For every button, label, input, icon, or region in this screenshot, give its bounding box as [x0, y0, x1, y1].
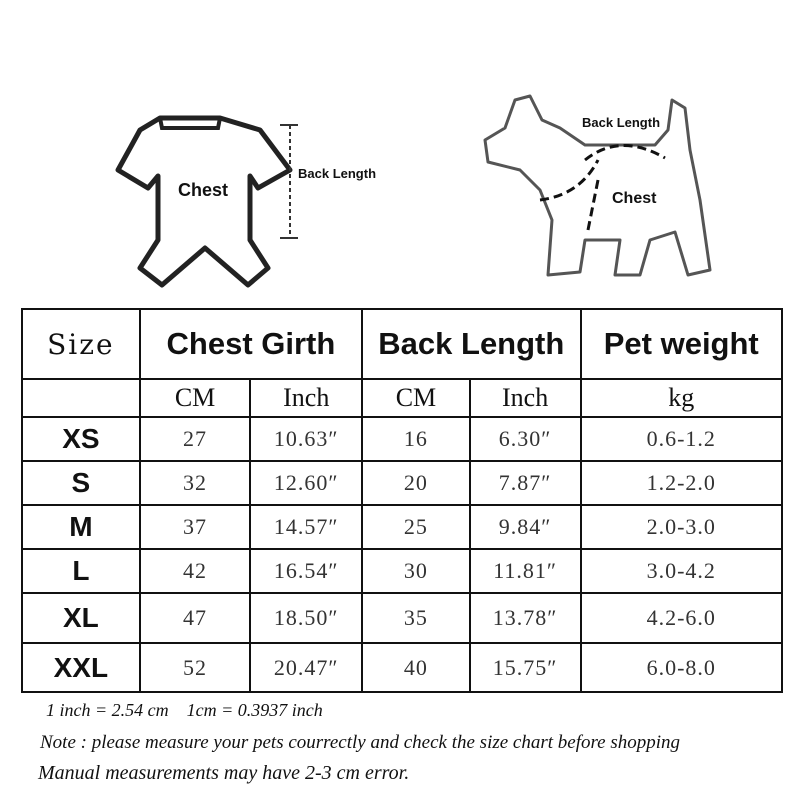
chest-inch-cell: 10.63″ — [249, 416, 364, 462]
back-cm-cell: 20 — [361, 460, 471, 506]
size-cell: S — [21, 460, 141, 506]
unit-empty — [21, 378, 141, 418]
header-row: Size Chest Girth Back Length Pet weight — [21, 308, 783, 380]
garment-illustration — [115, 115, 298, 288]
weight-cell: 3.0-4.2 — [579, 548, 783, 594]
chest-inch-cell: 16.54″ — [249, 548, 364, 594]
back-inch-cell: 13.78″ — [468, 592, 582, 644]
size-cell: L — [21, 548, 141, 594]
table-row: S 32 12.60″ 20 7.87″ 1.2-2.0 — [21, 460, 783, 506]
conversion-note: 1 inch = 2.54 cm 1cm = 0.3937 inch — [46, 700, 323, 720]
dog-chest-measure-icon — [539, 159, 600, 231]
header-pet-weight: Pet weight — [579, 308, 783, 380]
garment-back-length-label: Back Length — [298, 166, 377, 181]
chest-cm-cell: 42 — [138, 548, 252, 594]
dog-back-length-label: Back Length — [582, 115, 661, 130]
weight-cell: 6.0-8.0 — [579, 642, 783, 693]
size-cell: XL — [21, 592, 141, 644]
garment-chest-label: Chest — [178, 180, 229, 200]
back-cm-cell: 40 — [361, 642, 471, 693]
table-row: XXL 52 20.47″ 40 15.75″ 6.0-8.0 — [21, 642, 783, 693]
header-chest-girth: Chest Girth — [138, 308, 364, 380]
back-inch-cell: 11.81″ — [468, 548, 582, 594]
weight-cell: 1.2-2.0 — [579, 460, 783, 506]
back-inch-cell: 7.87″ — [468, 460, 582, 506]
table-row: XS 27 10.63″ 16 6.30″ 0.6-1.2 — [21, 416, 783, 462]
back-cm-cell: 25 — [361, 504, 471, 550]
table-row: XL 47 18.50″ 35 13.78″ 4.2-6.0 — [21, 592, 783, 644]
chest-cm-cell: 32 — [138, 460, 252, 506]
chest-cm-cell: 37 — [138, 504, 252, 550]
unit-back-cm: CM — [361, 378, 471, 418]
weight-cell: 0.6-1.2 — [579, 416, 783, 462]
unit-weight-kg: kg — [579, 378, 783, 418]
header-size: Size — [21, 308, 141, 380]
dog-chest-label: Chest — [612, 190, 657, 207]
size-cell: M — [21, 504, 141, 550]
chest-inch-cell: 18.50″ — [249, 592, 364, 644]
back-cm-cell: 16 — [361, 416, 471, 462]
chest-inch-cell: 14.57″ — [249, 504, 364, 550]
back-inch-cell: 6.30″ — [468, 416, 582, 462]
chest-cm-cell: 52 — [138, 642, 252, 693]
sweater-outline-icon — [115, 115, 293, 288]
chest-cm-cell: 27 — [138, 416, 252, 462]
table-row: M 37 14.57″ 25 9.84″ 2.0-3.0 — [21, 504, 783, 550]
back-inch-cell: 9.84″ — [468, 504, 582, 550]
chest-inch-cell: 20.47″ — [249, 642, 364, 693]
chest-cm-cell: 47 — [138, 592, 252, 644]
unit-chest-inch: Inch — [249, 378, 364, 418]
weight-cell: 4.2-6.0 — [579, 592, 783, 644]
back-cm-cell: 35 — [361, 592, 471, 644]
dog-illustration — [483, 94, 712, 277]
size-cell: XXL — [21, 642, 141, 693]
unit-row: CM Inch CM Inch kg — [21, 378, 783, 418]
size-cell: XS — [21, 416, 141, 462]
table-row: L 42 16.54″ 30 11.81″ 3.0-4.2 — [21, 548, 783, 594]
back-inch-cell: 15.75″ — [468, 642, 582, 693]
measure-note: Note : please measure your pets courrect… — [40, 732, 681, 753]
weight-cell: 2.0-3.0 — [579, 504, 783, 550]
error-note: Manual measurements may have 2-3 cm erro… — [38, 762, 410, 784]
dog-back-length-measure-icon — [584, 144, 666, 162]
chest-inch-cell: 12.60″ — [249, 460, 364, 506]
size-table: Size Chest Girth Back Length Pet weight … — [21, 308, 783, 693]
back-cm-cell: 30 — [361, 548, 471, 594]
unit-chest-cm: CM — [138, 378, 252, 418]
unit-back-inch: Inch — [468, 378, 582, 418]
header-back-length: Back Length — [361, 308, 582, 380]
